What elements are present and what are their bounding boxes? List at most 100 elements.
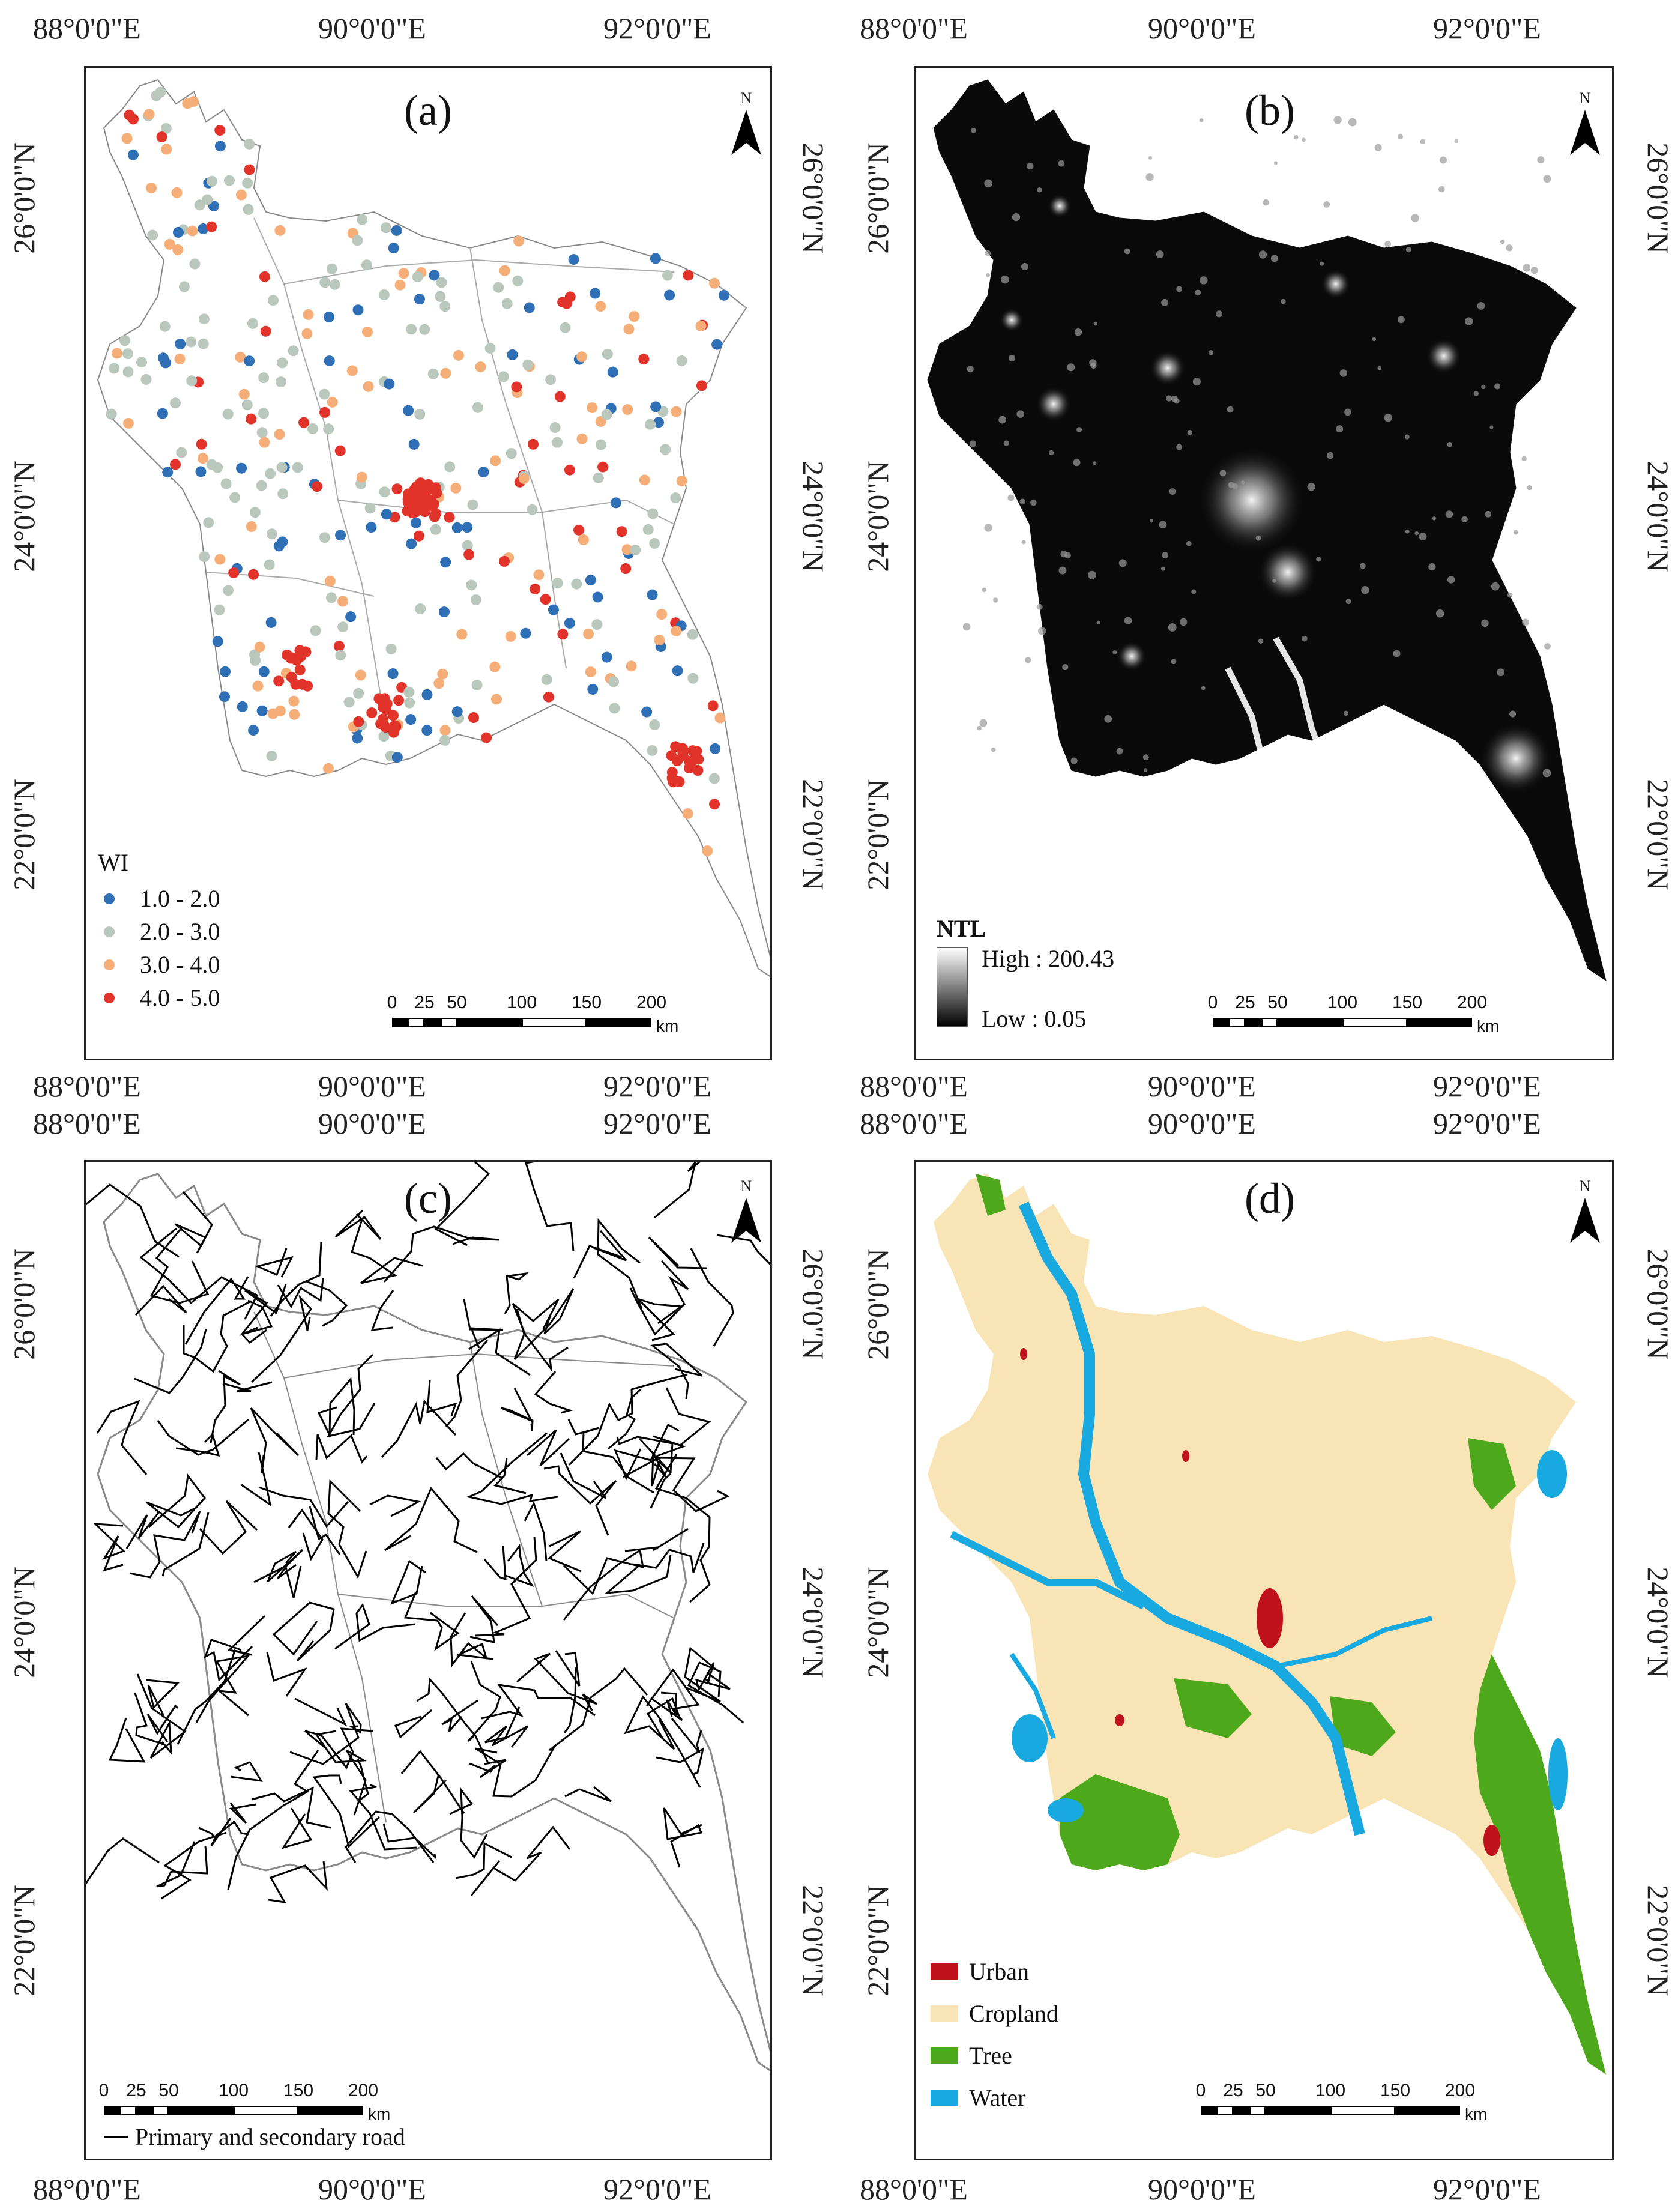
road-segment (505, 1543, 534, 1587)
wi-point (672, 665, 683, 677)
ntl-light (1076, 427, 1082, 432)
road-segment (349, 1784, 418, 1851)
wi-point (170, 397, 181, 409)
wi-point (127, 149, 139, 160)
road-segment (199, 1500, 258, 1555)
wi-point (440, 367, 451, 379)
road-segment (624, 1695, 701, 1788)
road-segment (671, 1718, 702, 1753)
wi-point (175, 339, 186, 349)
lat-label-26: 26°0'0"N (861, 142, 895, 254)
wi-point (568, 254, 579, 265)
lon-label-90: 90°0'0"E (318, 1107, 426, 1140)
wi-point (323, 763, 334, 774)
ntl-light (977, 725, 982, 731)
road-segment (229, 1803, 256, 1824)
scale-bar-c: 0 25 50 100 150 200 km (99, 2081, 391, 2123)
road-segment (288, 1508, 324, 1561)
wi-point (451, 706, 463, 718)
wi-point (609, 703, 620, 714)
wi-point (601, 409, 612, 420)
ntl-light (1198, 446, 1306, 554)
lat-label-22-right: 22°0'0"N (1641, 1885, 1675, 1996)
ntl-light (982, 587, 986, 593)
scale-bar-b: 0 25 50 100 150 200 km (1208, 993, 1500, 1035)
lat-label-22: 22°0'0"N (861, 1885, 895, 1996)
wi-point (258, 372, 270, 384)
wi-point (198, 223, 209, 235)
wi-point (412, 271, 423, 283)
north-arrow-b: N (1567, 89, 1603, 158)
road-segment (309, 1506, 341, 1555)
ntl-lights (962, 116, 1552, 794)
ntl-light (1465, 317, 1473, 325)
wi-point (585, 666, 596, 678)
lat-label-24-right: 24°0'0"N (797, 461, 830, 572)
north-label: N (740, 1177, 752, 1195)
wi-point (288, 345, 299, 357)
wi-point (249, 507, 261, 518)
wi-point (212, 636, 223, 647)
ntl-light (1414, 531, 1419, 536)
wi-point (670, 741, 681, 752)
lat-label-26: 26°0'0"N (7, 1248, 41, 1360)
road-segment (304, 1727, 374, 1769)
swatch-water-icon (931, 2089, 958, 2106)
wi-point (333, 641, 345, 652)
road-segment (483, 1545, 507, 1581)
road-segment (277, 1278, 324, 1309)
road-segment (555, 1650, 581, 1687)
wi-point (228, 567, 240, 579)
ntl-light (1219, 470, 1227, 477)
wi-point (178, 281, 190, 292)
ntl-light (1447, 442, 1452, 447)
road-segment (563, 1667, 577, 1733)
legend-item-wi-4: 4.0 - 5.0 (104, 984, 220, 1012)
lon-label-92-bottom: 92°0'0"E (1433, 2172, 1541, 2206)
wi-point (427, 368, 439, 379)
ntl-light (1012, 213, 1021, 222)
ntl-light (1333, 116, 1342, 124)
ntl-light (1316, 557, 1321, 562)
wi-point (472, 402, 483, 413)
wi-point (244, 355, 255, 367)
ntl-light (1270, 255, 1278, 262)
wi-point (533, 569, 545, 581)
road-segment (403, 1591, 460, 1651)
wi-point (162, 467, 174, 478)
wi-point (377, 701, 388, 713)
road-segment (608, 1388, 642, 1450)
scale-segment (1217, 2106, 1233, 2115)
scale-tick-label: 150 (571, 993, 602, 1012)
wi-point (362, 326, 373, 337)
road-segment (564, 1786, 612, 1803)
wi-point (119, 335, 131, 346)
ntl-light (1343, 710, 1349, 716)
wi-point (385, 643, 397, 654)
road-segment (527, 1429, 570, 1467)
road-segment (281, 1807, 313, 1849)
ntl-light (1321, 269, 1351, 299)
lon-label-90: 90°0'0"E (318, 11, 426, 45)
wi-point (176, 447, 187, 458)
wi-point (202, 194, 213, 205)
wi-point (621, 544, 633, 555)
wi-point (380, 222, 391, 234)
road-segment (445, 1340, 489, 1427)
wi-point (541, 674, 552, 685)
scale-segment (1245, 1018, 1261, 1027)
wi-point (576, 433, 588, 444)
ntl-light (1521, 456, 1527, 462)
wi-point (677, 747, 689, 758)
panel-c: 88°0'0"E 90°0'0"E 92°0'0"E 88°0'0"E 90°0… (0, 1106, 839, 2212)
ntl-light (1405, 247, 1412, 253)
map-a (97, 79, 770, 978)
scale-unit-label: km (368, 2105, 391, 2123)
road-segment (157, 1418, 249, 1456)
wi-point (186, 336, 197, 348)
wi-point (379, 486, 390, 498)
road-segment (645, 1668, 700, 1721)
lon-label-90-bottom: 90°0'0"E (1148, 2172, 1256, 2206)
ntl-light (1345, 599, 1351, 605)
north-label: N (1579, 1177, 1591, 1195)
